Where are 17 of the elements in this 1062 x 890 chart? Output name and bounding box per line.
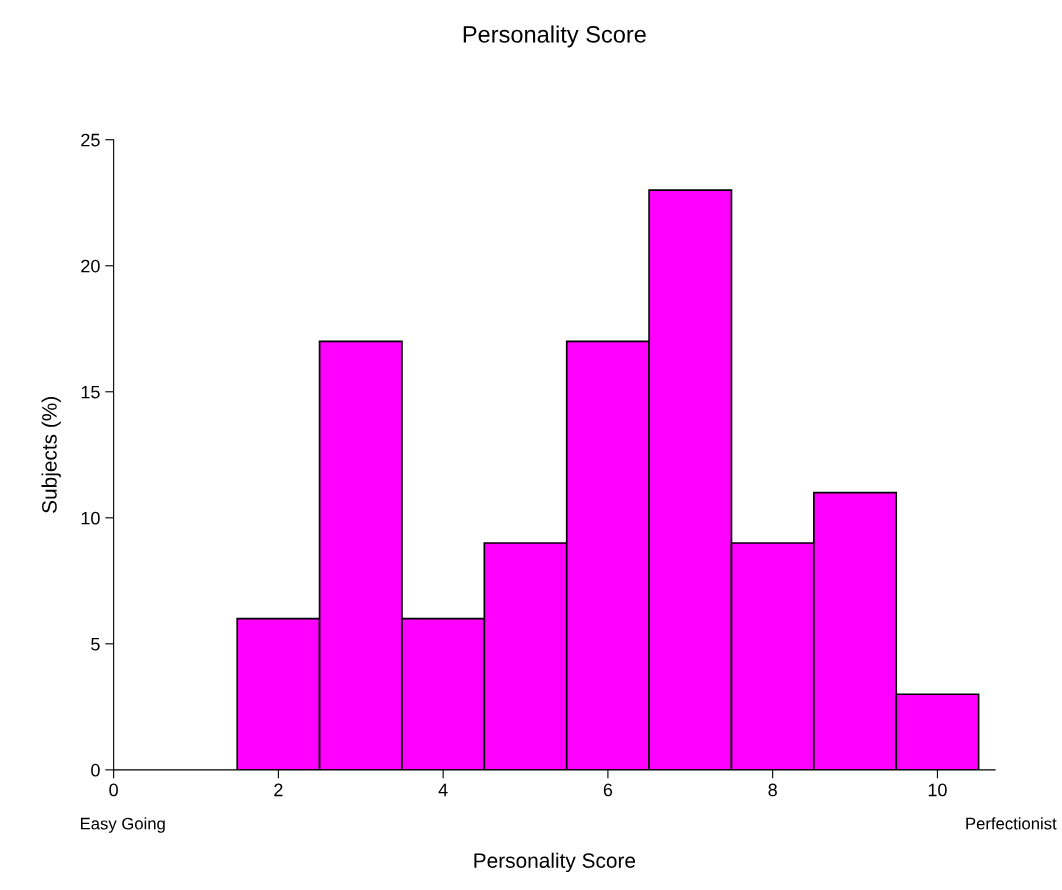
x-tick-label: 6 bbox=[603, 783, 613, 797]
y-tick-label: 25 bbox=[81, 133, 100, 147]
y-tick-label: 15 bbox=[81, 385, 100, 399]
x-tick-label: 8 bbox=[768, 783, 777, 797]
x-axis-title: Personality Score bbox=[474, 852, 636, 873]
y-tick-label: 20 bbox=[81, 259, 100, 273]
y-tick-label: 0 bbox=[91, 763, 100, 777]
x-tick-label: 4 bbox=[438, 783, 448, 797]
text: Perfectionist bbox=[966, 817, 1057, 830]
y-axis-title: Subjects (%) bbox=[41, 397, 61, 513]
chart-title: Personality Score bbox=[463, 25, 646, 48]
x-tick-label: 10 bbox=[928, 783, 947, 797]
y-tick-label: 10 bbox=[81, 511, 100, 525]
y-tick-label: 5 bbox=[91, 637, 100, 651]
x-tick-label: 2 bbox=[274, 783, 283, 797]
text: Easy Going bbox=[81, 817, 165, 833]
x-tick-label: 0 bbox=[109, 783, 118, 797]
